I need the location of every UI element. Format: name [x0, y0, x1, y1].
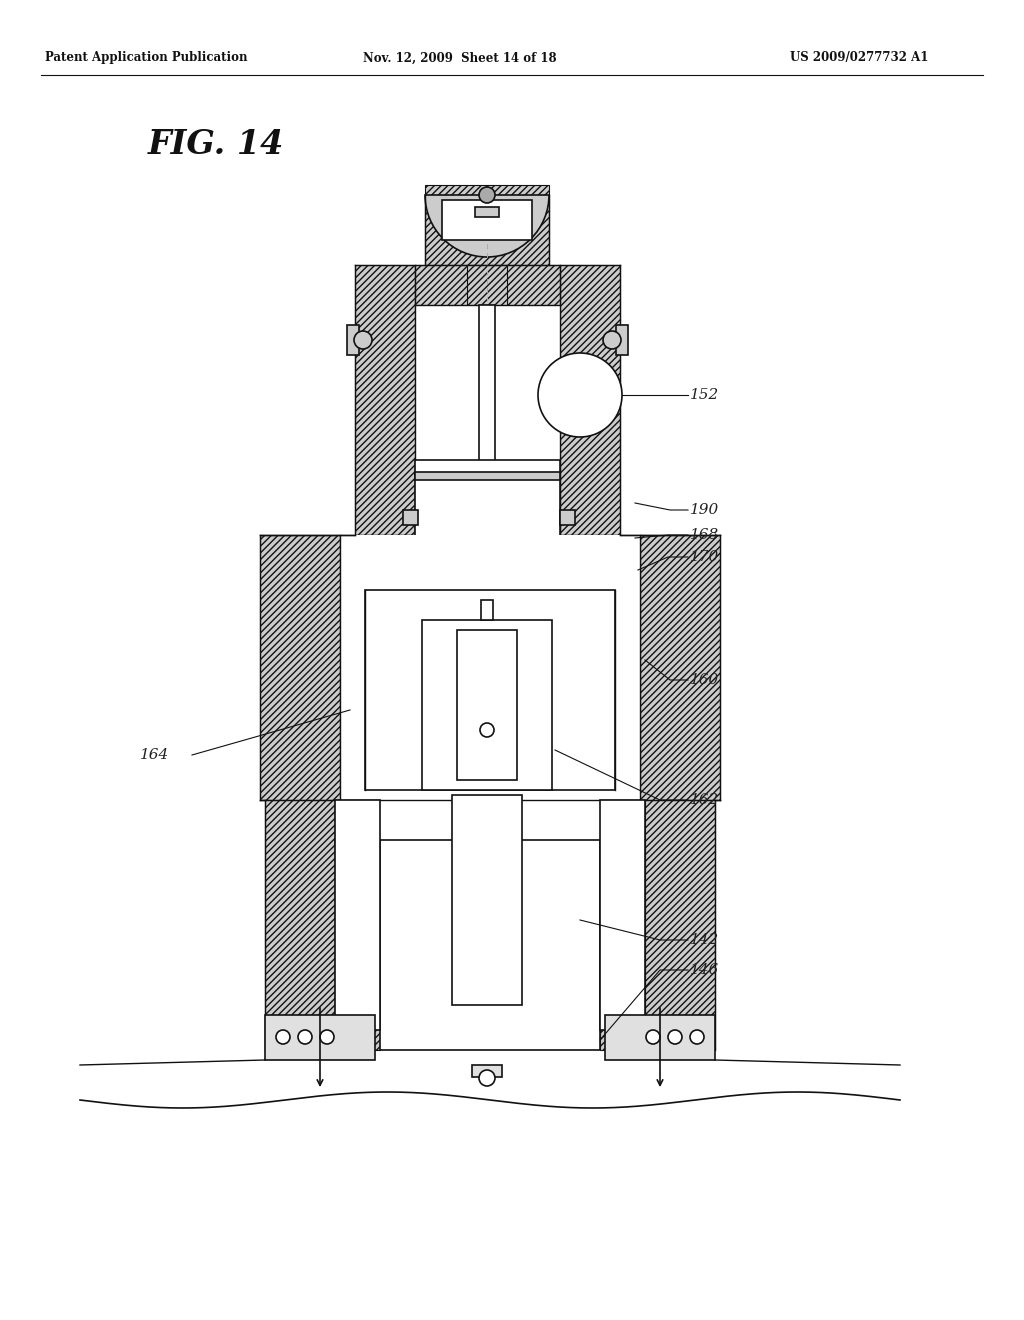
Bar [481, 743, 493, 747]
Text: 168: 168 [690, 528, 719, 543]
Circle shape [276, 1030, 290, 1044]
Bar [481, 601, 493, 620]
Circle shape [354, 331, 372, 348]
Bar [469, 305, 505, 436]
Bar [479, 305, 495, 506]
Text: FIG. 14: FIG. 14 [148, 128, 285, 161]
Bar [260, 535, 340, 800]
Circle shape [603, 331, 621, 348]
Text: 146: 146 [690, 964, 719, 977]
Text: 162: 162 [690, 793, 719, 807]
Bar [481, 751, 493, 755]
Circle shape [690, 1030, 705, 1044]
Text: Nov. 12, 2009  Sheet 14 of 18: Nov. 12, 2009 Sheet 14 of 18 [364, 51, 557, 65]
Bar [427, 624, 547, 785]
Bar [347, 325, 359, 355]
Bar [645, 800, 715, 1049]
Text: 152: 152 [690, 388, 719, 403]
Bar [432, 470, 467, 550]
Bar [415, 305, 560, 535]
Circle shape [298, 1030, 312, 1044]
Bar [457, 630, 517, 780]
Wedge shape [425, 195, 549, 257]
Bar [415, 459, 560, 590]
Bar [605, 1015, 715, 1060]
Bar [472, 1065, 502, 1077]
Bar [640, 535, 720, 800]
Circle shape [319, 1030, 334, 1044]
Bar [425, 185, 549, 265]
Bar [560, 510, 575, 525]
Bar [452, 795, 522, 1005]
Bar [481, 590, 493, 710]
Circle shape [646, 1030, 660, 1044]
Bar [472, 590, 502, 640]
Circle shape [538, 352, 622, 437]
Bar [615, 590, 640, 785]
Text: 170: 170 [690, 550, 719, 564]
Bar [265, 800, 335, 1049]
Bar [481, 775, 493, 779]
Text: US 2009/0277732 A1: US 2009/0277732 A1 [790, 51, 929, 65]
Bar [335, 800, 380, 1030]
Text: 160: 160 [690, 673, 719, 686]
Circle shape [479, 187, 495, 203]
Bar [422, 620, 552, 789]
Bar [600, 840, 645, 1049]
Circle shape [480, 723, 494, 737]
Bar [365, 590, 615, 789]
Bar [475, 207, 499, 216]
Text: 164: 164 [140, 748, 169, 762]
Bar [467, 265, 507, 355]
Bar [340, 590, 365, 785]
Bar [481, 759, 493, 763]
Bar [340, 535, 640, 800]
Bar [415, 578, 560, 587]
Bar [415, 265, 560, 305]
Bar [415, 554, 560, 564]
Circle shape [668, 1030, 682, 1044]
Bar [380, 840, 600, 1049]
Bar [481, 735, 493, 739]
Text: 190: 190 [690, 503, 719, 517]
Bar [507, 470, 542, 550]
Text: Patent Application Publication: Patent Application Publication [45, 51, 248, 65]
Bar [616, 325, 628, 355]
Circle shape [479, 1071, 495, 1086]
Bar [600, 800, 645, 1030]
Text: 142: 142 [690, 933, 719, 946]
Polygon shape [469, 680, 505, 730]
Bar [472, 355, 502, 385]
Bar [481, 767, 493, 771]
Bar [340, 535, 640, 590]
Bar [265, 1015, 375, 1060]
Bar [415, 473, 560, 480]
Bar [403, 510, 418, 525]
Bar [560, 265, 620, 535]
Bar [355, 265, 415, 535]
Bar [442, 201, 532, 240]
Bar [335, 840, 380, 1049]
